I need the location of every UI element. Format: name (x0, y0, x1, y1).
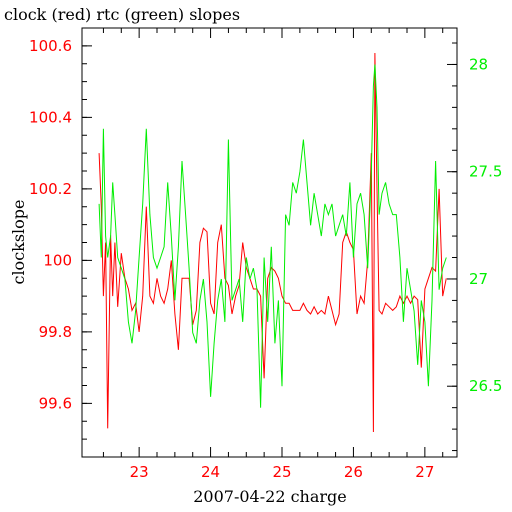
y-left-tick-label: 100.2 (29, 180, 72, 198)
y-right-tick-label: 26.5 (469, 377, 502, 395)
y-axis-label: clockslope (9, 199, 28, 284)
series-line-clock (98, 52, 447, 433)
x-tick-label: 26 (344, 463, 363, 481)
y-left-tick-label: 100.6 (29, 37, 72, 55)
x-tick-label: 27 (415, 463, 434, 481)
x-tick-label: 25 (272, 463, 291, 481)
series-line-rtc (98, 64, 447, 408)
y-left-tick-label: 100 (43, 251, 72, 269)
x-tick-label: 23 (130, 463, 149, 481)
y-left-axis-ticks: 99.6 99.8 100 100.2 100.4 100.6 (29, 37, 92, 440)
y-left-tick-label: 99.8 (39, 323, 72, 341)
plot-frame (81, 27, 458, 458)
chart-title: clock (red) rtc (green) slopes (4, 5, 240, 24)
x-axis-ticks: 23 24 25 26 27 (102, 28, 444, 481)
y-left-tick-label: 99.6 (39, 394, 72, 412)
y-right-tick-label: 27 (469, 270, 488, 288)
x-tick-label: 24 (201, 463, 220, 481)
y-right-axis-ticks: 26.5 27 27.5 28 (447, 42, 502, 452)
y-right-tick-label: 28 (469, 55, 488, 73)
y-left-tick-label: 100.4 (29, 108, 72, 126)
x-axis-label: 2007-04-22 charge (193, 487, 347, 506)
series-lines (98, 52, 447, 433)
y-right-tick-label: 27.5 (469, 163, 502, 181)
